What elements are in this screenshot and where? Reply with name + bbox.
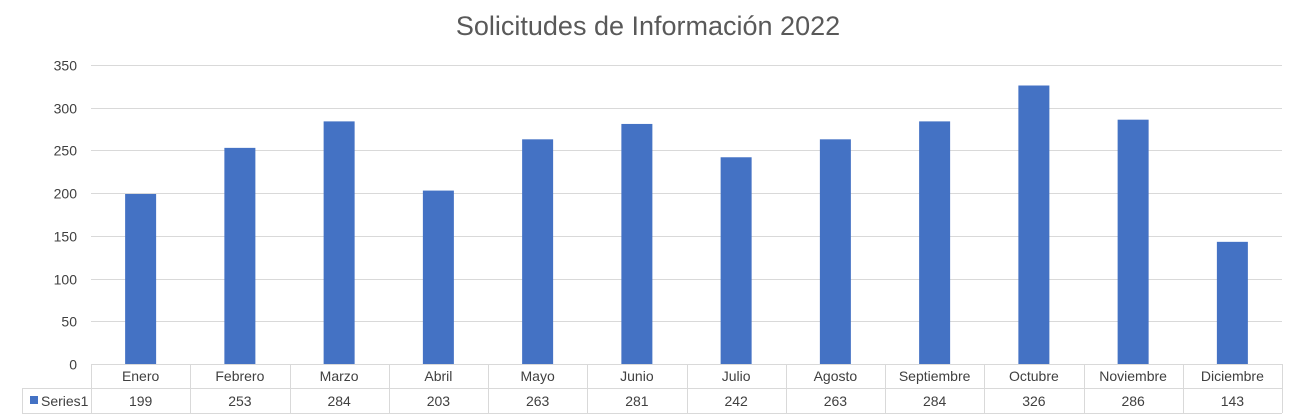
legend-label: Series1 [41, 393, 89, 409]
bar [125, 193, 157, 364]
x-tick-label: Diciembre [1201, 368, 1264, 384]
x-tick-label: Julio [722, 368, 751, 384]
data-label: 286 [1121, 393, 1145, 409]
x-tick-label: Agosto [814, 368, 858, 384]
data-label: 203 [427, 393, 451, 409]
data-label: 263 [824, 393, 848, 409]
bar [224, 147, 256, 364]
data-label: 253 [228, 393, 252, 409]
x-tick-label: Marzo [320, 368, 359, 384]
bar [919, 121, 951, 364]
y-tick-label: 350 [54, 58, 78, 74]
y-tick-label: 150 [54, 229, 78, 245]
data-label: 281 [625, 393, 649, 409]
data-label: 199 [129, 393, 153, 409]
y-tick-label: 50 [61, 314, 77, 330]
x-tick-label: Febrero [215, 368, 264, 384]
data-label: 242 [724, 393, 748, 409]
gridlines [91, 65, 1282, 322]
bar [720, 157, 752, 364]
x-tick-label: Enero [122, 368, 160, 384]
legend-swatch [30, 396, 38, 404]
bar [819, 139, 851, 364]
data-label: 284 [923, 393, 947, 409]
y-tick-label: 200 [54, 186, 78, 202]
bar [1117, 119, 1149, 364]
x-tick-label: Junio [620, 368, 654, 384]
y-tick-label: 0 [69, 357, 77, 373]
y-axis: 0 50 100 150 200 250 300 350 [54, 58, 78, 373]
bar [323, 121, 355, 364]
data-label: 326 [1022, 393, 1046, 409]
data-label: 143 [1221, 393, 1245, 409]
x-tick-label: Noviembre [1099, 368, 1167, 384]
bar [1216, 241, 1248, 364]
y-tick-label: 100 [54, 272, 78, 288]
y-tick-label: 300 [54, 101, 78, 117]
data-table: Enero 199 Febrero 253 Marzo 284 Abril 203 Mayo 26… [22, 364, 1283, 414]
bar [422, 190, 454, 364]
bar [1018, 85, 1050, 364]
x-tick-label: Abril [424, 368, 452, 384]
bars [125, 85, 1248, 365]
x-tick-label: Septiembre [899, 368, 971, 384]
bar [522, 139, 554, 364]
data-label: 263 [526, 393, 550, 409]
x-tick-label: Octubre [1009, 368, 1059, 384]
bar [621, 123, 653, 365]
x-tick-label: Mayo [521, 368, 555, 384]
data-label: 284 [327, 393, 351, 409]
chart-title: Solicitudes de Información 2022 [456, 11, 840, 41]
y-tick-label: 250 [54, 143, 78, 159]
